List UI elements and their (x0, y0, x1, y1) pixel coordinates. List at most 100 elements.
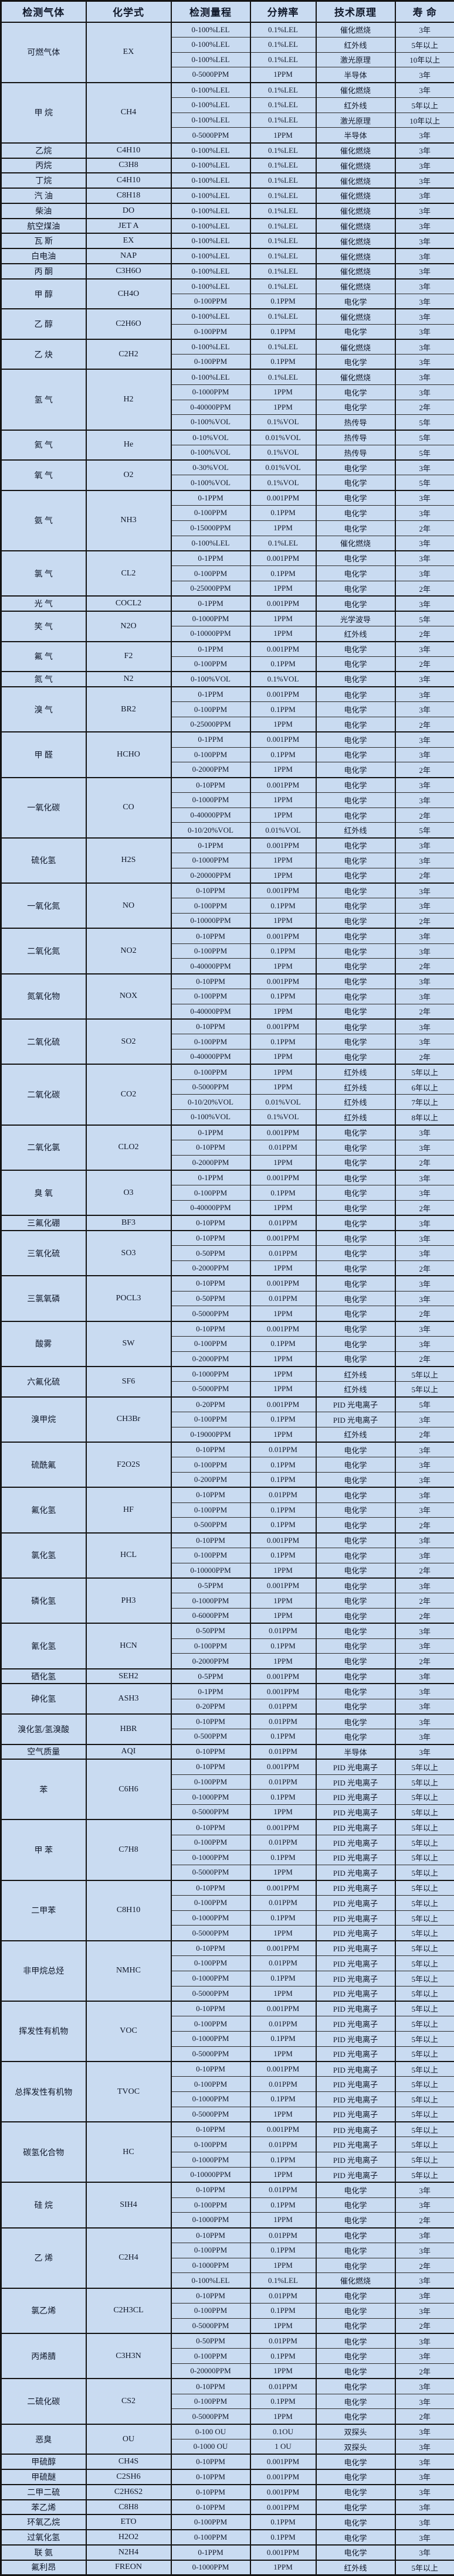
lifespan-cell: 2年 (395, 762, 454, 778)
principle-cell: 红外线 (316, 2560, 395, 2575)
range-cell: 0-1PPM (171, 1170, 250, 1185)
range-cell: 0-100PPM (171, 1185, 250, 1201)
range-cell: 0-100%LEL (171, 37, 250, 52)
resolution-cell: 0.1%LEL (250, 309, 316, 324)
lifespan-cell: 3年 (395, 1744, 454, 1760)
lifespan-cell: 5年以上 (395, 1910, 454, 1926)
resolution-cell: 0.1PPM (250, 2152, 316, 2168)
resolution-cell: 0.1PPM (250, 1473, 316, 1488)
lifespan-cell: 3年 (395, 2545, 454, 2560)
lifespan-cell: 3年 (395, 687, 454, 702)
resolution-cell: 0.001PPM (250, 1578, 316, 1593)
principle-cell: 电化学 (316, 1034, 395, 1050)
lifespan-cell: 5年以上 (395, 1926, 454, 1941)
resolution-cell: 1PPM (250, 2364, 316, 2379)
lifespan-cell: 3年 (395, 2197, 454, 2213)
lifespan-cell: 3年 (395, 1170, 454, 1185)
resolution-cell: 1PPM (250, 1382, 316, 1397)
gas-name-cell: 丙烯腈 (1, 2333, 86, 2379)
gas-name-cell: 氦 气 (1, 430, 86, 461)
gas-name-cell: 笑 气 (1, 611, 86, 642)
principle-cell: 电化学 (316, 1351, 395, 1367)
range-cell: 0-100PPM (171, 1034, 250, 1050)
resolution-cell: 1PPM (250, 792, 316, 807)
formula-cell: C8H18 (86, 188, 171, 203)
range-cell: 0-100%LEL (171, 158, 250, 173)
lifespan-cell: 3年 (395, 203, 454, 219)
principle-cell: 电化学 (316, 1155, 395, 1170)
formula-cell: AQI (86, 1744, 171, 1760)
principle-cell: 电化学 (316, 1306, 395, 1321)
principle-cell: 电化学 (316, 1246, 395, 1261)
principle-cell: 电化学 (316, 2213, 395, 2228)
resolution-cell: 0.001PPM (250, 1819, 316, 1835)
lifespan-cell: 5年以上 (395, 2152, 454, 2168)
range-cell: 0-10PPM (171, 2182, 250, 2197)
range-cell: 0-5000PPM (171, 1986, 250, 2001)
gas-name-cell: 二氧化氮 (1, 928, 86, 973)
gas-name-cell: 航空煤油 (1, 219, 86, 234)
range-cell: 0-10/20%VOL (171, 1095, 250, 1110)
principle-cell: 电化学 (316, 974, 395, 989)
formula-cell: NO (86, 883, 171, 928)
formula-cell: PH3 (86, 1578, 171, 1623)
principle-cell: 电化学 (316, 1336, 395, 1351)
table-header: 检测气体 化学式 检测量程 分辨率 技术原理 寿 命 (1, 1, 454, 22)
range-cell: 0-20PPM (171, 1699, 250, 1714)
lifespan-cell: 3年 (395, 188, 454, 203)
lifespan-cell: 3年 (395, 384, 454, 400)
principle-cell: 催化燃烧 (316, 369, 395, 384)
range-cell: 0-40000PPM (171, 807, 250, 823)
resolution-cell: 0.001PPM (250, 1276, 316, 1291)
range-cell: 0-19000PPM (171, 1427, 250, 1442)
gas-name-cell: 氯 气 (1, 551, 86, 596)
formula-cell: C2H3CL (86, 2288, 171, 2333)
range-cell: 0-5000PPM (171, 2318, 250, 2333)
range-cell: 0-5000PPM (171, 1926, 250, 1941)
lifespan-cell: 3年 (395, 2530, 454, 2545)
gas-name-cell: 氰化氢 (1, 1623, 86, 1668)
lifespan-cell: 8年以上 (395, 1110, 454, 1125)
formula-cell: ASH3 (86, 1684, 171, 1714)
formula-cell: CH4S (86, 2454, 171, 2469)
resolution-cell: 0.001PPM (250, 1397, 316, 1412)
resolution-cell: 0.1%LEL (250, 264, 316, 279)
lifespan-cell: 3年 (395, 2243, 454, 2258)
lifespan-cell: 3年 (395, 1502, 454, 1518)
range-cell: 0-2000PPM (171, 1155, 250, 1170)
formula-cell: C3H3N (86, 2333, 171, 2379)
gas-name-cell: 甲硫醚 (1, 2469, 86, 2485)
lifespan-cell: 3年 (395, 989, 454, 1004)
resolution-cell: 1PPM (250, 1609, 316, 1624)
resolution-cell: 0.1PPM (250, 1185, 316, 1201)
principle-cell: 红外线 (316, 1064, 395, 1079)
resolution-cell: 0.1PPM (250, 324, 316, 339)
resolution-cell: 1PPM (250, 2318, 316, 2333)
principle-cell: 红外线 (316, 1110, 395, 1125)
lifespan-cell: 5年以上 (395, 1774, 454, 1790)
formula-cell: F2O2S (86, 1442, 171, 1487)
range-cell: 0-100%LEL (171, 309, 250, 324)
gas-name-cell: 溴 气 (1, 687, 86, 732)
resolution-cell: 1PPM (250, 1367, 316, 1382)
formula-cell: FREON (86, 2560, 171, 2575)
range-cell: 0-40000PPM (171, 1050, 250, 1065)
range-cell: 0-1PPM (171, 838, 250, 853)
lifespan-cell: 5年 (395, 475, 454, 490)
lifespan-cell: 3年 (395, 642, 454, 657)
principle-cell: 电化学 (316, 642, 395, 657)
principle-cell: 电化学 (316, 520, 395, 536)
range-cell: 0-100PPM (171, 1336, 250, 1351)
resolution-cell: 0.1%LEL (250, 22, 316, 38)
lifespan-cell: 3年 (395, 248, 454, 264)
principle-cell: 电化学 (316, 1518, 395, 1533)
resolution-cell: 0.001PPM (250, 883, 316, 898)
resolution-cell: 0.1PPM (250, 1034, 316, 1050)
principle-cell: 电化学 (316, 959, 395, 974)
resolution-cell: 0.01PPM (250, 1246, 316, 1261)
principle-cell: 电化学 (316, 868, 395, 883)
